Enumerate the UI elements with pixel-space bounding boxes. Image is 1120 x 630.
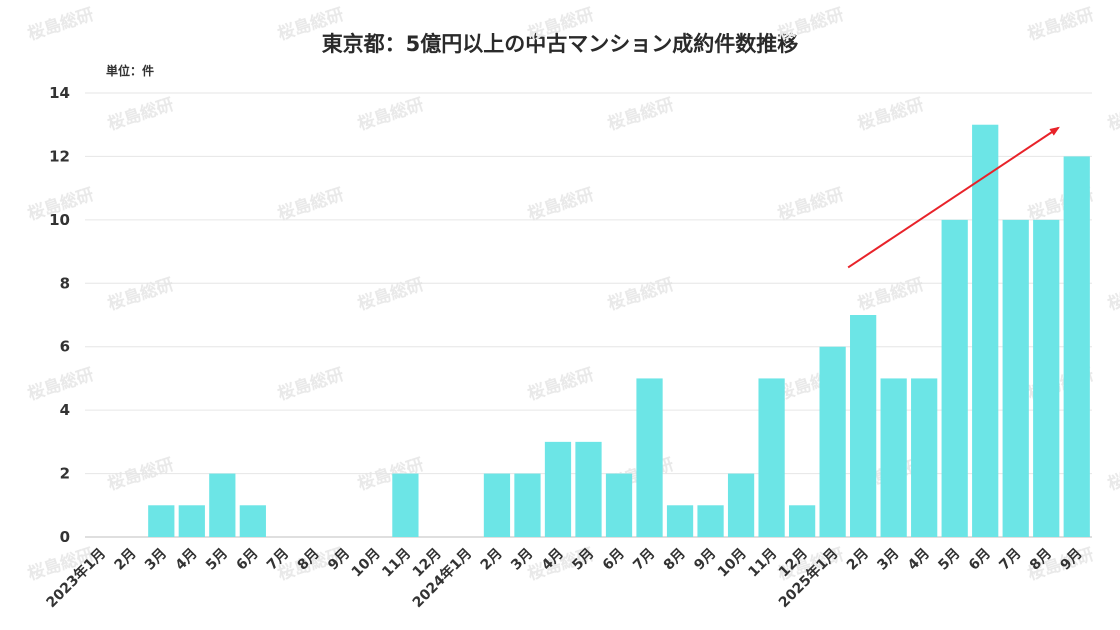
x-tick-label-26: 3月 xyxy=(874,546,902,574)
bar-18 xyxy=(636,378,663,537)
bar-20 xyxy=(697,505,724,537)
x-tick-label-9: 10月 xyxy=(349,546,384,581)
watermark-8: 桜島総研 xyxy=(855,94,926,135)
x-tick-label-4: 5月 xyxy=(203,546,231,574)
watermark-5: 桜島総研 xyxy=(105,94,176,135)
x-tick-label-18: 7月 xyxy=(630,546,658,574)
watermark-19: 桜島総研 xyxy=(1105,274,1120,315)
x-tick-label-13: 2月 xyxy=(478,546,506,574)
bar-19 xyxy=(666,505,694,537)
watermark-17: 桜島総研 xyxy=(605,274,676,315)
watermark-4: 桜島総研 xyxy=(1025,4,1096,45)
watermark-2: 桜島総研 xyxy=(525,4,596,45)
bar-15 xyxy=(544,441,572,537)
x-tick-label-2: 3月 xyxy=(142,546,170,574)
x-tick-label-17: 6月 xyxy=(600,546,628,574)
x-tick-label-3: 4月 xyxy=(173,546,201,574)
watermark-20: 桜島総研 xyxy=(25,364,96,405)
bar-23 xyxy=(788,505,816,537)
bar-27 xyxy=(911,378,938,537)
x-tick-label-25: 2月 xyxy=(844,546,872,574)
bar-26 xyxy=(880,378,907,537)
watermark-11: 桜島総研 xyxy=(275,184,346,225)
bar-25 xyxy=(850,315,877,537)
watermark-22: 桜島総研 xyxy=(525,364,596,405)
watermark-6: 桜島総研 xyxy=(355,94,426,135)
watermark-9: 桜島総研 xyxy=(1105,94,1120,135)
bar-14 xyxy=(514,473,541,537)
y-tick-label-2: 4 xyxy=(60,401,70,419)
bar-31 xyxy=(1033,219,1060,537)
watermark-3: 桜島総研 xyxy=(775,4,846,45)
x-tick-label-1: 2月 xyxy=(111,546,139,574)
bar-layer xyxy=(148,124,1090,537)
bar-13 xyxy=(483,473,511,537)
x-tick-label-5: 6月 xyxy=(234,546,262,574)
bar-29 xyxy=(972,124,999,537)
x-tick-label-21: 10月 xyxy=(715,546,750,581)
y-axis: 0 2 4 6 8 10 12 14 xyxy=(49,84,70,546)
chart-title: 東京都：5億円以上の中古マンション成約件数推移 xyxy=(321,32,799,56)
bar-2 xyxy=(148,505,175,537)
x-tick-label-19: 8月 xyxy=(661,546,689,574)
x-tick-label-28: 5月 xyxy=(935,546,963,574)
bar-5 xyxy=(239,505,266,537)
bar-22 xyxy=(758,378,785,537)
bar-30 xyxy=(1002,219,1029,537)
y-tick-label-4: 8 xyxy=(60,274,70,292)
x-tick-label-29: 6月 xyxy=(966,546,994,574)
y-tick-label-3: 6 xyxy=(60,338,70,356)
watermark-15: 桜島総研 xyxy=(105,274,176,315)
x-tick-label-10: 11月 xyxy=(379,546,414,581)
bar-10 xyxy=(392,473,419,537)
watermark-18: 桜島総研 xyxy=(855,274,926,315)
annotation-layer xyxy=(847,126,1060,269)
watermark-13: 桜島総研 xyxy=(775,184,846,225)
watermark-21: 桜島総研 xyxy=(275,364,346,405)
watermark-0: 桜島総研 xyxy=(25,4,96,45)
x-tick-label-30: 7月 xyxy=(996,546,1024,574)
bar-17 xyxy=(605,473,633,537)
bar-24 xyxy=(819,346,846,537)
y-tick-label-0: 0 xyxy=(60,528,70,546)
watermark-29: 桜島総研 xyxy=(1105,454,1120,495)
y-tick-label-7: 14 xyxy=(49,84,70,102)
watermark-7: 桜島総研 xyxy=(605,94,676,135)
trend-arrow xyxy=(847,126,1060,269)
watermark-16: 桜島総研 xyxy=(355,274,426,315)
bar-3 xyxy=(178,505,205,537)
bar-28 xyxy=(941,219,968,537)
watermark-25: 桜島総研 xyxy=(105,454,176,495)
y-tick-label-1: 2 xyxy=(60,465,70,483)
y-tick-label-6: 12 xyxy=(49,147,70,165)
bar-21 xyxy=(727,473,755,537)
unit-label: 単位：件 xyxy=(106,64,155,78)
x-tick-label-27: 4月 xyxy=(905,546,933,574)
watermark-12: 桜島総研 xyxy=(525,184,596,225)
x-tick-label-22: 11月 xyxy=(745,546,780,581)
y-tick-label-5: 10 xyxy=(49,211,70,229)
bar-4 xyxy=(209,473,236,537)
bar-16 xyxy=(575,441,602,537)
watermark-1: 桜島総研 xyxy=(275,4,346,45)
bar-32 xyxy=(1063,156,1090,537)
